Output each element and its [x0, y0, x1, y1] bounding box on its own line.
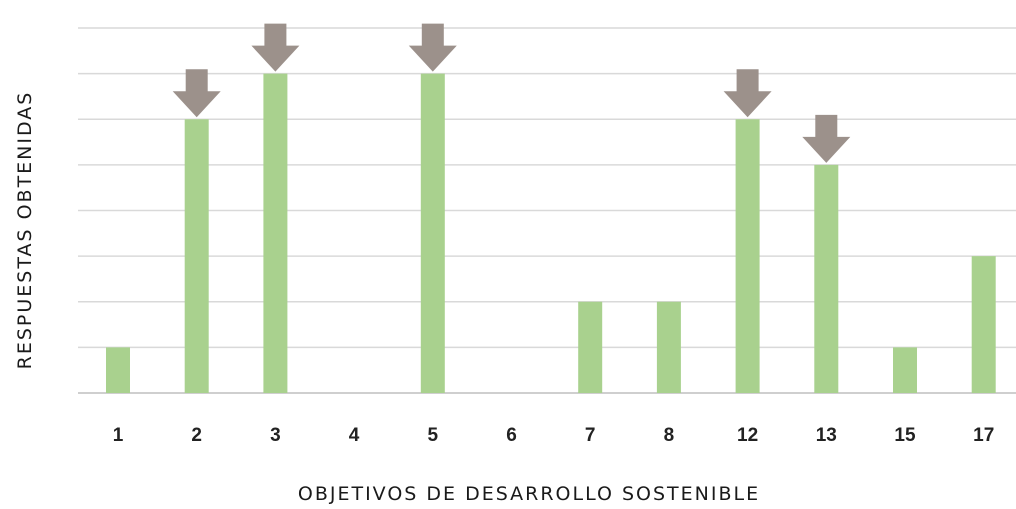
- bar-ods-7: [578, 301, 603, 393]
- highlight-arrows: [172, 23, 851, 163]
- bars: [106, 73, 996, 393]
- bar-ods-13: [814, 164, 839, 393]
- down-arrow-icon: [408, 23, 457, 72]
- x-axis-title: OBJETIVOS DE DESARROLLO SOSTENIBLE: [298, 483, 760, 505]
- x-tick-label: 2: [191, 425, 202, 446]
- x-tick-label: 1: [113, 425, 124, 446]
- gridlines: [78, 27, 1016, 394]
- down-arrow-icon: [251, 23, 300, 72]
- bar-ods-1: [106, 347, 130, 393]
- x-tick-label: 6: [506, 425, 517, 446]
- bar-ods-15: [893, 347, 917, 393]
- x-tick-label: 8: [664, 425, 675, 446]
- x-tick-label: 4: [349, 425, 360, 446]
- x-tick-label: 5: [428, 425, 439, 446]
- bar-ods-5: [420, 73, 445, 393]
- x-tick-label: 7: [585, 425, 596, 446]
- down-arrow-icon: [172, 69, 221, 118]
- bar-ods-8: [656, 301, 681, 393]
- x-tick-label: 17: [973, 425, 994, 446]
- down-arrow-icon: [723, 69, 772, 118]
- x-tick-labels: 1 2 3 4 5 6 7 8 12 13 15 17: [113, 425, 995, 446]
- x-tick-label: 15: [894, 425, 916, 446]
- y-axis-title: RESPUESTAS OBTENIDAS: [14, 91, 36, 370]
- bar-ods-17: [971, 256, 996, 393]
- x-tick-label: 12: [737, 425, 758, 446]
- bar-ods-2: [184, 119, 209, 393]
- down-arrow-icon: [802, 114, 851, 163]
- bar-ods-12: [735, 119, 760, 393]
- bar-ods-3: [263, 73, 288, 393]
- x-tick-label: 13: [816, 425, 837, 446]
- x-tick-label: 3: [270, 425, 281, 446]
